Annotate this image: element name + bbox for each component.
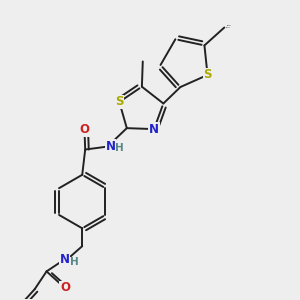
Text: H: H: [115, 143, 124, 153]
Text: methyl: methyl: [227, 25, 232, 26]
Text: H: H: [70, 257, 79, 268]
Text: N: N: [106, 140, 116, 153]
Text: S: S: [115, 95, 124, 108]
Text: S: S: [203, 68, 212, 82]
Text: N: N: [149, 123, 159, 136]
Text: O: O: [60, 281, 70, 294]
Text: methyl: methyl: [226, 27, 231, 28]
Text: O: O: [80, 123, 90, 136]
Text: N: N: [59, 253, 69, 266]
